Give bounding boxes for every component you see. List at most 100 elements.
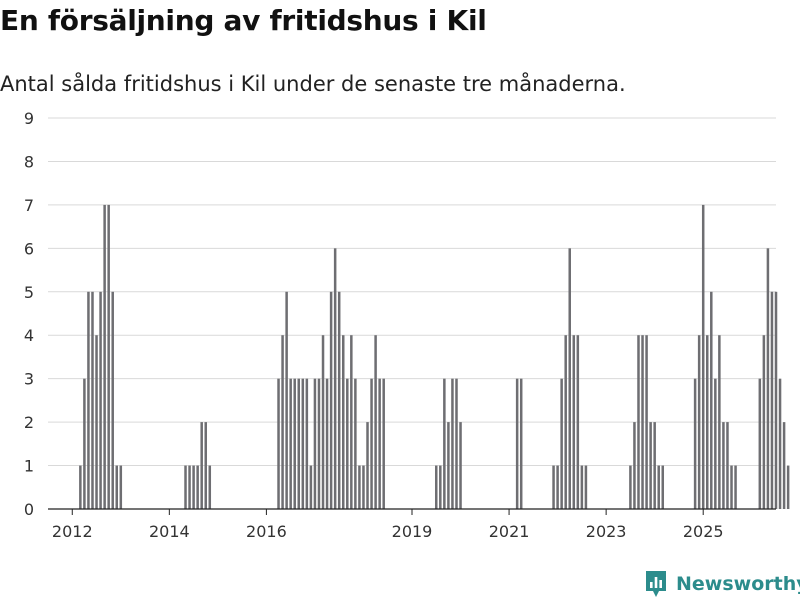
bar [337,291,341,509]
bar [107,204,110,509]
bar [103,204,106,509]
bar [726,422,729,509]
bar [633,422,636,509]
bar [321,335,325,509]
bar [778,378,782,509]
bar [629,465,632,509]
y-tick-label: 8 [24,152,34,171]
bar [285,291,288,509]
x-tick-label: 2021 [489,522,530,541]
bar [774,291,778,509]
bar [556,465,559,509]
bar [277,378,280,509]
bar [309,465,313,509]
bar [200,422,203,509]
bars [79,204,790,509]
bar [196,465,199,509]
gridlines [48,117,776,467]
y-tick-label: 6 [24,239,34,258]
x-tick-label: 2014 [149,522,190,541]
bar [91,291,94,509]
x-tick-label: 2025 [683,522,724,541]
bar [99,291,102,509]
bar [341,335,345,509]
bar [770,291,774,509]
bar [305,378,309,509]
bar [637,335,640,509]
bar [714,378,717,509]
bar [119,465,123,509]
bar [734,465,737,509]
bar [382,378,385,509]
bar [329,291,333,509]
bar [366,422,369,509]
bar [362,465,365,509]
bar [560,378,563,509]
bar [346,378,349,509]
chart-subtitle: Antal sålda fritidshus i Kil under de se… [0,72,626,96]
bar [697,335,701,509]
bar [111,291,114,509]
x-tick-label: 2012 [52,522,93,541]
bar [762,335,766,509]
bar [693,378,697,509]
y-tick-label: 0 [24,500,34,519]
y-tick-label: 3 [24,370,34,389]
bar [370,378,373,509]
bar [313,378,317,509]
newsworthy-logo-text: Newsworthy [676,573,800,595]
bar [710,291,713,509]
bar [333,248,337,509]
x-tick-label: 2023 [586,522,627,541]
bar [188,465,191,509]
bar [730,465,733,509]
bar [576,335,580,509]
bar [552,465,555,509]
bar [184,465,187,509]
y-tick-label: 1 [24,457,34,476]
bar [301,378,305,509]
bar [564,335,567,509]
bar [358,465,361,509]
bar [95,335,98,509]
y-axis-ticks: 0 1 2 3 4 5 6 7 8 9 [24,109,34,519]
x-axis-ticks: 2012 2014 2016 2019 2021 2023 2025 [52,509,724,541]
bar [568,248,571,509]
bar [645,335,648,509]
bar [87,291,90,509]
bar [378,378,381,509]
bar [584,465,588,509]
bar [451,378,454,509]
bar [192,465,195,509]
bar [289,378,292,509]
bar [115,465,119,509]
bar [718,335,721,509]
bar [79,465,82,509]
bar [519,378,523,509]
bar [572,335,576,509]
bar [649,422,652,509]
chart-title: En försäljning av fritidshus i Kil [0,4,487,37]
bar [661,465,665,509]
x-tick-label: 2016 [246,522,287,541]
bar [439,465,442,509]
bar [443,378,446,509]
bar [455,378,458,509]
bar [722,422,725,509]
bar [515,378,519,509]
bar [435,465,438,509]
bar [447,422,450,509]
bar [297,378,301,509]
bar [317,378,321,509]
bar [758,378,762,509]
bar [701,204,705,509]
bar [641,335,644,509]
bar [459,422,462,509]
newsworthy-logo[interactable]: Newsworthy [644,568,800,600]
bar [705,335,709,509]
y-tick-label: 5 [24,283,34,302]
bar [293,378,296,509]
bar [354,378,357,509]
bar [374,335,377,509]
